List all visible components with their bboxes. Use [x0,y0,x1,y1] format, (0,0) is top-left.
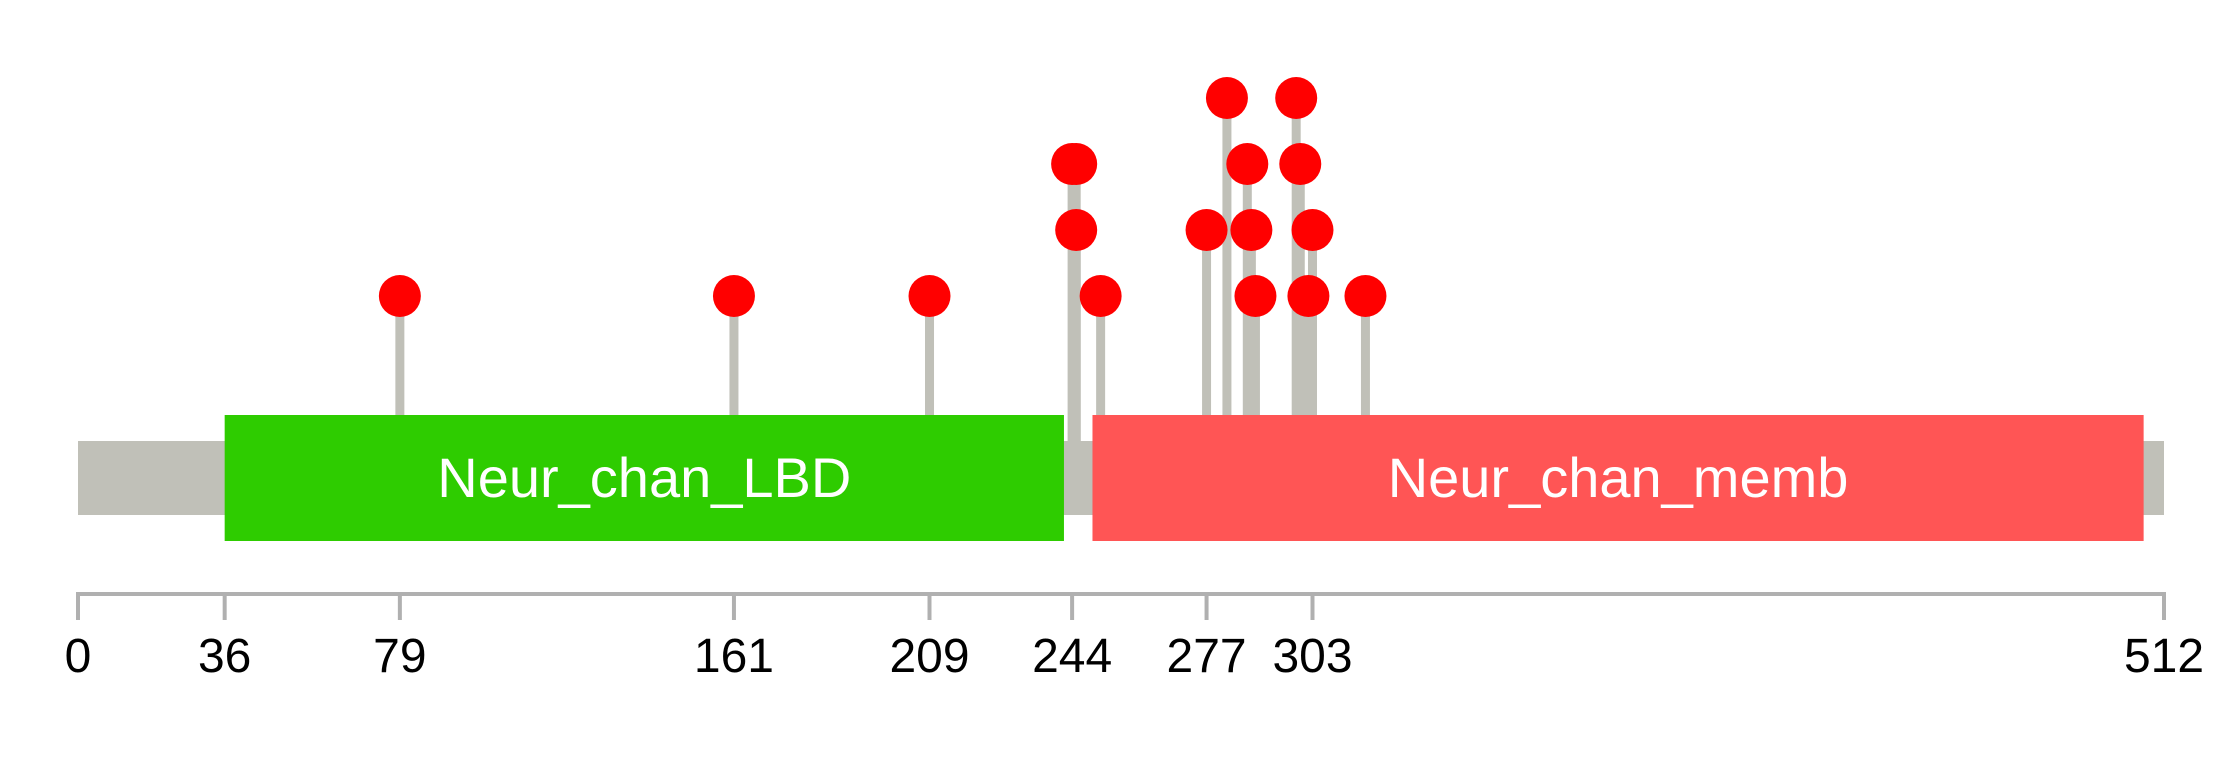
mutation-marker-277 [1185,209,1228,251]
mutation-marker-299 [1275,77,1318,119]
mutation-marker-161 [712,275,755,317]
mutation-marker-288 [1230,209,1273,251]
axis-tick-label: 36 [198,630,251,683]
axis-tick-label: 209 [889,630,969,683]
mutation-marker-300 [1279,143,1322,185]
mutation-marker-287 [1226,143,1269,185]
mutation-marker-251 [1079,275,1122,317]
mutation-marker-303 [1291,209,1334,251]
mutation-marker-282 [1205,77,1248,119]
axis-tick-label: 277 [1167,630,1247,683]
mutation-marker-289 [1234,275,1277,317]
mutation-marker-302 [1287,275,1330,317]
domain-Neur_chan_memb [1092,415,2144,541]
axis-tick-label: 303 [1272,630,1352,683]
domain-label: Neur_chan_LBD [437,446,851,509]
domain-Neur_chan_LBD [224,415,1064,541]
mutation-stems [395,98,1370,441]
position-axis: 0 36 79 161 209 244 277 303 512 [65,592,2204,683]
axis-tick-label: 244 [1032,630,1112,683]
mutation-marker-79 [378,275,421,317]
axis-tick-label: 79 [373,630,426,683]
domain-label: Neur_chan_memb [1388,446,1849,509]
mutation-marker-245 [1055,209,1098,251]
mutation-marker-245 [1055,143,1098,185]
mutation-marker-209 [908,275,951,317]
mutation-markers [378,77,1387,317]
axis-tick-label: 0 [65,630,92,683]
domain-blocks: Neur_chan_LBD Neur_chan_memb [224,415,2144,541]
axis-tick-label: 161 [694,630,774,683]
mutation-marker-316 [1344,275,1387,317]
axis-tick-label: 512 [2124,630,2204,683]
